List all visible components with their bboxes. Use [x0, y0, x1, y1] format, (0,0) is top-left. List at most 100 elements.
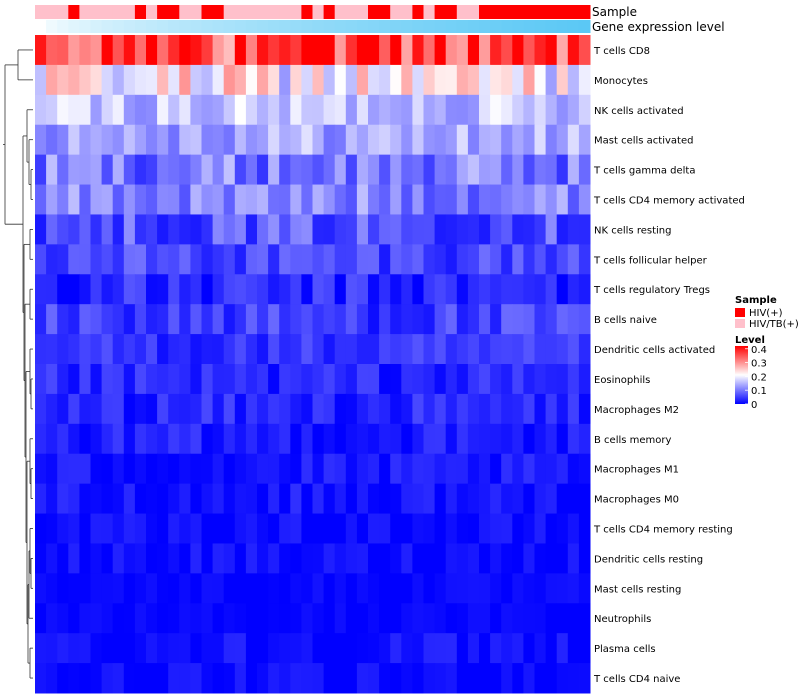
heatmap-cell — [35, 154, 47, 186]
heatmap-cell — [57, 364, 69, 395]
heatmap-cell — [301, 423, 313, 455]
sample-cell — [268, 5, 280, 19]
heatmap-cell — [567, 393, 580, 425]
heatmap-cell — [179, 453, 191, 485]
heatmap-cell — [401, 124, 413, 156]
heatmap-cell — [179, 154, 191, 186]
heatmap-cell — [223, 483, 236, 515]
heatmap-cell — [334, 573, 347, 604]
heatmap-cell — [290, 423, 302, 455]
heatmap-cell — [467, 603, 480, 634]
heatmap-cell — [545, 184, 558, 215]
heatmap-cell — [79, 513, 91, 544]
heatmap-cell — [523, 184, 535, 215]
heatmap-cell — [545, 124, 558, 156]
heatmap-cell — [79, 274, 91, 305]
heatmap-cell — [35, 663, 47, 694]
heatmap-cell — [467, 64, 480, 96]
heatmap-cell — [479, 274, 491, 305]
heatmap-cell — [179, 364, 191, 395]
heatmap-cell — [46, 633, 58, 664]
heatmap-cell — [456, 453, 469, 485]
heatmap-cell — [390, 453, 402, 485]
heatmap-cell — [312, 364, 325, 395]
heatmap-cell — [112, 184, 125, 215]
heatmap-cell — [578, 573, 591, 604]
heatmap-cell — [490, 573, 502, 604]
heatmap-cell — [356, 573, 369, 604]
heatmap-cell — [423, 124, 436, 156]
heatmap-cell — [268, 603, 280, 634]
heatmap-cell — [57, 35, 69, 66]
expression-cell — [79, 20, 91, 33]
heatmap-cell — [445, 663, 458, 694]
heatmap-cell — [112, 543, 125, 574]
heatmap-cell — [301, 543, 313, 574]
heatmap-cell — [279, 154, 291, 186]
heatmap-cell — [479, 393, 491, 425]
heatmap-cell — [401, 364, 413, 395]
heatmap-cell — [123, 274, 136, 305]
heatmap-cell — [257, 244, 269, 275]
heatmap-cell — [512, 304, 524, 335]
heatmap-cell — [556, 214, 569, 245]
heatmap-cell — [245, 573, 258, 604]
expression-cell — [356, 20, 369, 33]
heatmap-cell — [279, 423, 291, 455]
heatmap-cell — [146, 364, 158, 395]
heatmap-cell — [223, 423, 236, 455]
heatmap-cell — [134, 214, 147, 245]
heatmap-cell — [334, 214, 347, 245]
heatmap-cell — [179, 94, 191, 126]
heatmap-cell — [345, 214, 358, 245]
heatmap-cell — [323, 663, 336, 694]
heatmap-cell — [545, 35, 558, 66]
heatmap-cell — [534, 663, 547, 694]
heatmap-cell — [312, 483, 325, 515]
heatmap-cell — [101, 64, 114, 96]
heatmap-cell — [101, 154, 114, 186]
heatmap-cell — [168, 124, 180, 156]
heatmap-cell — [434, 64, 447, 96]
heatmap-cell — [212, 124, 225, 156]
heatmap-cell — [423, 633, 436, 664]
heatmap-cell — [112, 663, 125, 694]
sample-cell — [434, 5, 447, 19]
heatmap-cell — [279, 64, 291, 96]
heatmap-cell — [201, 543, 214, 574]
heatmap-cell — [223, 453, 236, 485]
heatmap-cell — [268, 274, 280, 305]
heatmap-cell — [456, 35, 469, 66]
heatmap-cell — [57, 423, 69, 455]
heatmap-cell — [501, 663, 513, 694]
heatmap-cell — [334, 483, 347, 515]
heatmap-cell — [368, 35, 380, 66]
heatmap-cell — [57, 663, 69, 694]
heatmap-cell — [456, 513, 469, 544]
heatmap-cell — [57, 214, 69, 245]
heatmap-cell — [90, 364, 103, 395]
heatmap-cell — [578, 364, 591, 395]
heatmap-cell — [112, 603, 125, 634]
heatmap-cell — [57, 393, 69, 425]
heatmap-cell — [456, 633, 469, 664]
heatmap-cell — [123, 603, 136, 634]
sample-cell — [401, 5, 413, 19]
heatmap-cell — [578, 543, 591, 574]
heatmap-cell — [467, 304, 480, 335]
heatmap-cell — [512, 274, 524, 305]
heatmap-cell — [234, 573, 247, 604]
heatmap-cell — [423, 393, 436, 425]
heatmap-cell — [157, 543, 169, 574]
heatmap-cell — [179, 573, 191, 604]
heatmap-cell — [212, 573, 225, 604]
heatmap-cell — [512, 184, 524, 215]
heatmap-cell — [168, 274, 180, 305]
heatmap-cell — [257, 543, 269, 574]
heatmap-cell — [434, 393, 447, 425]
heatmap-cell — [301, 274, 313, 305]
heatmap-cell — [534, 154, 547, 186]
heatmap-cell — [290, 603, 302, 634]
sample-cell — [223, 5, 236, 19]
heatmap-cell — [312, 274, 325, 305]
